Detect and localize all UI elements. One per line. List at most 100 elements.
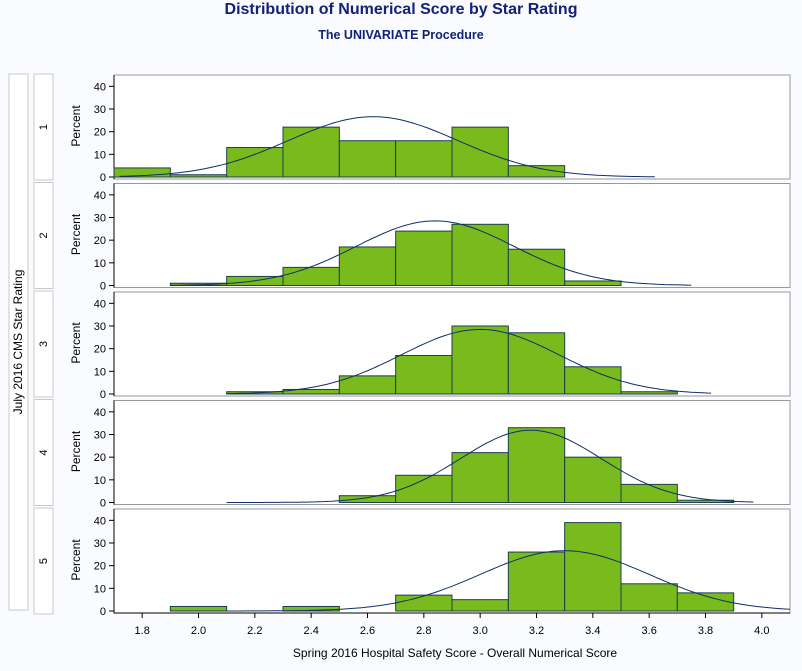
x-tick-label: 2.2	[247, 625, 262, 637]
y-tick-label: 20	[94, 235, 106, 247]
normal-curve	[119, 116, 655, 178]
histogram-bar	[564, 522, 622, 612]
histogram-bar	[395, 230, 453, 287]
row-axis-label: July 2016 CMS Star Rating	[11, 270, 25, 415]
y-axis-title: Percent	[69, 539, 83, 581]
histogram-bar	[338, 246, 397, 286]
panel-label: 3	[38, 341, 50, 347]
y-tick-label: 20	[94, 344, 106, 356]
y-tick-label: 10	[94, 366, 106, 378]
histogram-bar	[282, 266, 340, 287]
histogram-bar	[338, 495, 397, 504]
histogram-bar	[395, 140, 453, 178]
x-tick-label: 4.0	[754, 625, 769, 637]
chart-title: Distribution of Numerical Score by Star …	[224, 1, 578, 18]
histogram-bar	[620, 483, 678, 504]
y-axis-title: Percent	[69, 430, 83, 472]
histogram-bar	[507, 165, 566, 178]
panel-label-box	[33, 399, 54, 506]
y-tick-label: 0	[100, 389, 106, 401]
x-tick-label: 3.6	[642, 625, 657, 637]
panel-label: 4	[38, 449, 50, 455]
normal-curve	[226, 328, 712, 395]
panel-label-box	[33, 507, 54, 615]
y-tick-label: 30	[94, 104, 106, 116]
y-tick-label: 40	[94, 298, 106, 310]
y-tick-label: 10	[94, 258, 106, 270]
y-tick-label: 30	[94, 430, 106, 442]
x-tick-label: 2.8	[416, 625, 431, 637]
y-tick-label: 30	[94, 538, 106, 550]
y-tick-label: 40	[94, 190, 106, 202]
y-tick-label: 40	[94, 407, 106, 419]
y-tick-label: 0	[100, 606, 106, 618]
histogram-bar	[451, 452, 509, 503]
histogram-bar	[451, 223, 509, 287]
panel-label-box	[33, 73, 54, 181]
y-axis-title: Percent	[69, 322, 83, 364]
histogram-bar	[395, 354, 453, 395]
panel-4: 4 Percent 0 10 20 30 40	[33, 399, 791, 510]
panel-1: 1 Percent 0 10 20 30 40	[33, 73, 791, 184]
x-tick-label: 3.8	[698, 625, 713, 637]
histogram-bar	[226, 147, 284, 178]
panel-label: 1	[38, 124, 50, 130]
normal-curve	[226, 429, 754, 503]
histogram-bar	[451, 325, 509, 395]
x-tick-label: 3.0	[473, 625, 488, 637]
y-tick-label: 30	[94, 213, 106, 225]
y-tick-label: 20	[94, 452, 106, 464]
histogram-bar	[338, 140, 397, 178]
chart-subtitle: The UNIVARIATE Procedure	[318, 28, 484, 42]
histogram-bar	[451, 599, 509, 612]
y-tick-label: 10	[94, 149, 106, 161]
y-tick-label: 20	[94, 561, 106, 573]
x-tick-label: 2.4	[304, 625, 319, 637]
histogram-bar	[507, 427, 566, 504]
y-axis-title: Percent	[69, 105, 83, 147]
histogram-bar	[282, 605, 340, 612]
x-tick-label: 2.6	[360, 625, 375, 637]
x-tick-label: 3.2	[529, 625, 544, 637]
panel-label-box	[33, 290, 54, 398]
x-axis: 1.8 2.0 2.2 2.4 2.6 2.8 3.0 3.2 3.4 3.6 3.8 4.0	[114, 612, 790, 637]
y-tick-label: 20	[94, 127, 106, 139]
histogram-bar	[395, 594, 453, 612]
panel-label: 2	[38, 232, 50, 238]
normal-curve	[170, 220, 692, 286]
histogram-bar	[507, 332, 566, 395]
x-tick-label: 3.4	[585, 625, 600, 637]
histogram-bar	[676, 592, 735, 612]
row-axis-label-box	[8, 73, 29, 611]
histogram-bar	[564, 456, 622, 503]
y-tick-label: 0	[100, 498, 106, 510]
x-axis-title: Spring 2016 Hospital Safety Score - Over…	[293, 646, 617, 660]
y-tick-label: 10	[94, 475, 106, 487]
y-tick-label: 0	[100, 172, 106, 184]
y-tick-label: 40	[94, 81, 106, 93]
histogram-bar	[282, 126, 340, 178]
y-tick-label: 10	[94, 583, 106, 595]
y-tick-label: 30	[94, 321, 106, 333]
histogram-bar	[169, 605, 228, 612]
y-axis-title: Percent	[69, 213, 83, 255]
x-tick-label: 2.0	[191, 625, 206, 637]
histogram-bar	[113, 167, 171, 178]
panel-label-box	[33, 182, 54, 289]
histogram-bar	[564, 280, 622, 287]
histogram-bar	[507, 248, 566, 287]
histogram-bar	[620, 583, 678, 612]
panel-5: 5 Percent 0 10 20 30 40	[33, 507, 791, 618]
panel-2: 2 Percent 0 10 20 30 40	[33, 182, 791, 293]
histogram-bar	[169, 174, 228, 178]
histogram-bar	[451, 126, 509, 178]
y-tick-label: 40	[94, 515, 106, 527]
histogram-bar	[507, 551, 566, 612]
normal-curve	[170, 550, 791, 612]
panel-3: 3 Percent 0 10 20 30 40	[33, 290, 791, 401]
x-tick-label: 1.8	[135, 625, 150, 637]
y-tick-label: 0	[100, 281, 106, 293]
histogram-bar	[620, 391, 678, 395]
panel-label: 5	[38, 558, 50, 564]
